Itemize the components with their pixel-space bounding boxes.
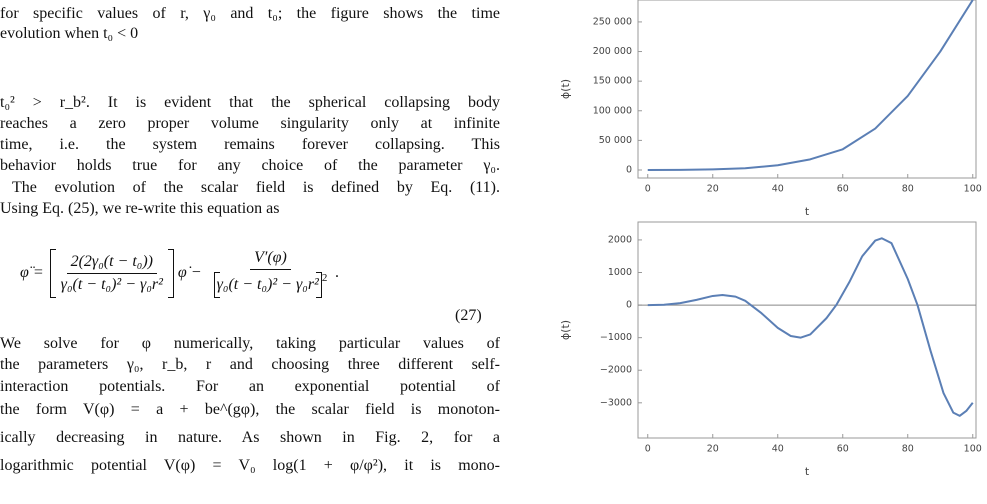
eq-denominator: γ₀(t − t₀)² − γ₀r² [60, 275, 163, 293]
x-tick-label: 40 [772, 184, 784, 195]
text-line: t₀² > r_b². It is evident that the spher… [0, 94, 500, 111]
equation-number: (27) [455, 307, 482, 324]
y-tick-label: 150 000 [593, 76, 632, 87]
eq-numerator: 2(2γ₀(t − t₀)) [66, 253, 157, 274]
y-tick-label: 2000 [608, 234, 632, 245]
eq-numerator: V′(φ) [250, 249, 291, 270]
y-tick-label: 250 000 [593, 16, 632, 27]
text-line: the form V(φ) = a + be^(gφ), the scalar … [0, 401, 500, 418]
y-tick-label: −3000 [600, 397, 632, 408]
equation: φ̈ = 2(2γ₀(t − t₀)) γ₀(t − t₀)² − γ₀r² φ… [20, 238, 500, 308]
y-axis-label: ϕ(t) [559, 320, 572, 340]
text-line: the parameters γ₀, r_b, r and choosing t… [0, 356, 500, 373]
data-line [647, 237, 974, 417]
x-axis-label: t [805, 205, 810, 218]
text-line: Using Eq. (25), we re-write this equatio… [0, 200, 280, 217]
y-tick-label: 1000 [608, 267, 632, 278]
x-tick-label: 40 [772, 444, 784, 455]
caption-line: for specific values of r, γ₀ and t₀; the… [0, 5, 500, 22]
text-line: ically decreasing in nature. As shown in… [0, 429, 500, 446]
plot-frame [637, 0, 977, 179]
eq-power: 2 [321, 271, 328, 284]
text-line: We solve for φ numerically, taking parti… [0, 335, 500, 352]
data-line [647, 0, 974, 171]
y-axis-label: ϕ(t) [559, 79, 572, 99]
y-tick-label: 200 000 [593, 46, 632, 57]
text-line: behavior holds true for any choice of th… [0, 157, 500, 174]
eq-denominator-wrap: γ₀(t − t₀)² − γ₀r² 2 [210, 270, 332, 298]
x-tick-label: 20 [707, 444, 719, 455]
x-tick-label: 80 [902, 184, 914, 195]
y-tick-label: 50 000 [599, 135, 632, 146]
y-tick-label: 0 [626, 165, 632, 176]
y-tick-label: 100 000 [593, 105, 632, 116]
x-tick-label: 20 [707, 184, 719, 195]
y-tick-label: 0 [626, 300, 632, 311]
y-tick-label: −1000 [600, 332, 632, 343]
eq-fraction: 2(2γ₀(t − t₀)) γ₀(t − t₀)² − γ₀r² [57, 253, 167, 294]
eq-end: . [335, 264, 340, 281]
eq-bracket: γ₀(t − t₀)² − γ₀r² [213, 271, 322, 298]
x-tick-label: 0 [645, 444, 651, 455]
x-tick-label: 60 [837, 444, 849, 455]
plot-frame [637, 221, 977, 439]
eq-denominator: γ₀(t − t₀)² − γ₀r² [216, 275, 319, 293]
eq-lhs: φ̈ = [20, 264, 44, 281]
x-tick-label: 100 [964, 184, 982, 195]
text-line: logarithmic potential V(φ) = V₀ log(1 + … [0, 457, 500, 474]
eq-fraction: V′(φ) γ₀(t − t₀)² − γ₀r² 2 [210, 249, 332, 298]
x-tick-label: 100 [964, 444, 982, 455]
text-line: The evolution of the scalar field is def… [12, 179, 500, 196]
caption-line: evolution when t₀ < 0 [0, 25, 139, 42]
text-line: time, i.e. the system remains forever co… [0, 136, 500, 153]
x-tick-label: 0 [645, 184, 651, 195]
x-axis-label: t [805, 465, 810, 478]
x-tick-label: 60 [837, 184, 849, 195]
text-line: reaches a zero proper volume singularity… [0, 115, 500, 132]
x-tick-label: 80 [902, 444, 914, 455]
eq-bracket: 2(2γ₀(t − t₀)) γ₀(t − t₀)² − γ₀r² [49, 248, 174, 298]
text-line: interaction potentials. For an exponenti… [0, 378, 500, 395]
y-tick-label: −2000 [600, 365, 632, 376]
eq-middle: φ̇ − [177, 264, 202, 281]
